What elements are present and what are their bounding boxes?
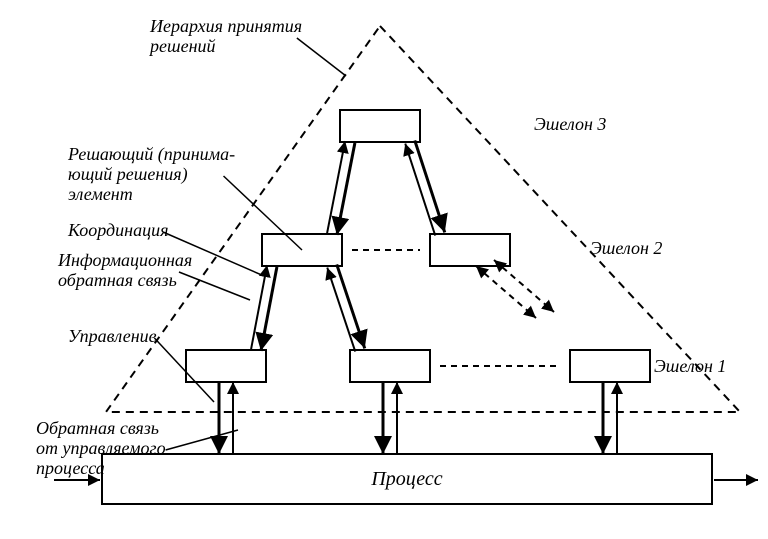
arrow-up: [327, 141, 345, 233]
echelon-label-1: Эшелон 2: [590, 238, 662, 258]
node-top: [340, 110, 420, 142]
process-label: Процесс: [370, 468, 442, 490]
arrow-down: [337, 143, 355, 235]
label-feedback-proc-line-1: от управляемого: [36, 438, 166, 458]
echelon-label-0: Эшелон 3: [534, 114, 606, 134]
label-feedback-proc-line-2: процесса: [36, 458, 105, 478]
label-coord-line-0: Координация: [67, 220, 168, 240]
diag-dash-0: [476, 266, 536, 318]
arrow-down: [261, 267, 277, 351]
label-hierarchy-leader: [297, 38, 346, 76]
label-element-line-2: элемент: [68, 184, 133, 204]
label-feedback-info-line-0: Информационная: [57, 250, 192, 270]
label-feedback-proc-line-0: Обратная связь: [36, 418, 159, 438]
label-feedback-info-line-1: обратная связь: [58, 270, 177, 290]
diag-dash-1: [494, 260, 554, 312]
label-element-line-0: Решающий (принима-: [67, 144, 235, 165]
node-bot-0: [186, 350, 266, 382]
label-control-line-0: Управление: [68, 326, 157, 346]
node-bot-1: [350, 350, 430, 382]
echelon-label-2: Эшелон 1: [654, 356, 726, 376]
label-hierarchy-line-1: решений: [148, 36, 216, 56]
node-mid-1: [430, 234, 510, 266]
label-hierarchy-line-0: Иерархия принятия: [149, 16, 302, 36]
label-hierarchy: Иерархия принятиярешений: [148, 16, 346, 76]
label-element-line-1: ющий решения): [68, 164, 188, 185]
label-feedback-proc-leader: [166, 430, 238, 450]
node-bot-2: [570, 350, 650, 382]
